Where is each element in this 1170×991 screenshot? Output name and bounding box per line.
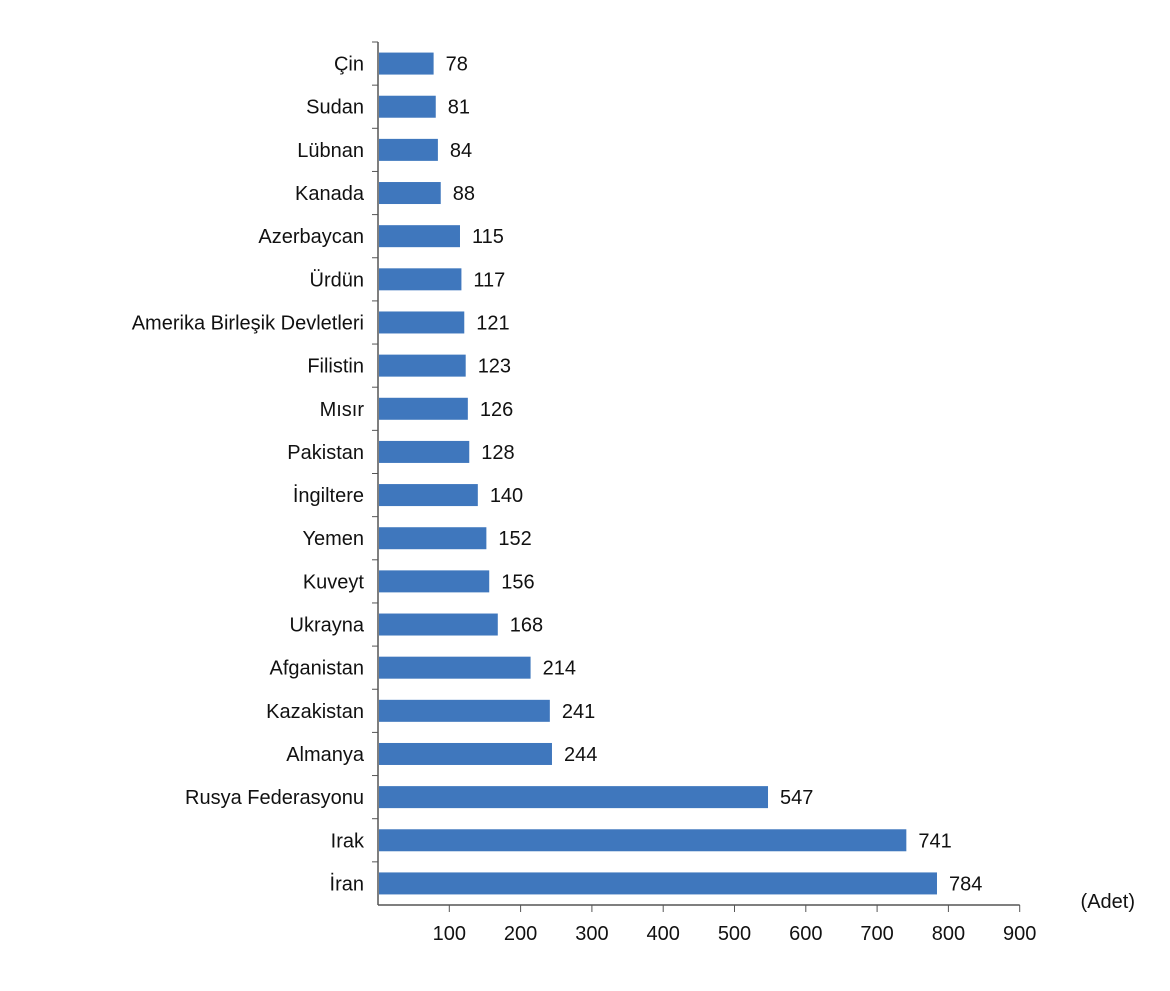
category-label: Almanya bbox=[286, 744, 365, 766]
category-label: Azerbaycan bbox=[258, 226, 364, 248]
bar bbox=[379, 182, 441, 205]
data-label: 168 bbox=[510, 615, 543, 637]
bar bbox=[379, 354, 466, 377]
data-label: 117 bbox=[473, 269, 505, 291]
bar bbox=[379, 872, 937, 895]
x-tick-label: 800 bbox=[932, 923, 965, 945]
data-label: 241 bbox=[562, 701, 595, 723]
category-label: İngiltere bbox=[293, 484, 364, 507]
category-label: İran bbox=[330, 872, 364, 895]
data-label: 121 bbox=[476, 312, 509, 334]
data-label: 784 bbox=[949, 873, 982, 895]
x-tick-label: 400 bbox=[647, 923, 680, 945]
data-label: 140 bbox=[490, 485, 523, 507]
category-label: Çin bbox=[334, 54, 364, 76]
category-label: Afganistan bbox=[269, 658, 364, 680]
bar bbox=[379, 52, 434, 75]
category-label: Kazakistan bbox=[266, 701, 364, 723]
bar bbox=[379, 742, 552, 765]
unit-label: (Adet) bbox=[1081, 891, 1135, 913]
bar bbox=[379, 527, 487, 550]
bar bbox=[379, 484, 478, 507]
category-label: Mısır bbox=[320, 399, 365, 421]
category-label: Ukrayna bbox=[290, 615, 365, 637]
bar bbox=[379, 225, 460, 248]
x-tick-label: 300 bbox=[575, 923, 608, 945]
category-label: Ürdün bbox=[310, 269, 364, 291]
category-label: Filistin bbox=[307, 356, 364, 378]
data-label: 88 bbox=[453, 183, 475, 205]
x-tick-label: 500 bbox=[718, 923, 751, 945]
category-label: Kanada bbox=[295, 183, 365, 205]
data-label: 81 bbox=[448, 97, 470, 119]
data-label: 115 bbox=[472, 226, 504, 248]
category-label: Kuveyt bbox=[303, 571, 365, 593]
bar bbox=[379, 138, 438, 161]
category-label: Lübnan bbox=[297, 140, 364, 162]
data-label: 128 bbox=[481, 442, 514, 464]
category-label: Sudan bbox=[306, 97, 364, 119]
category-label: Amerika Birleşik Devletleri bbox=[132, 312, 364, 334]
bar bbox=[379, 786, 769, 809]
data-label: 78 bbox=[446, 54, 468, 76]
x-tick-label: 700 bbox=[860, 923, 893, 945]
bar bbox=[379, 397, 468, 420]
bar bbox=[379, 311, 465, 334]
axis-layer bbox=[372, 41, 1021, 912]
data-label: 244 bbox=[564, 744, 597, 766]
data-label: 741 bbox=[918, 830, 951, 852]
x-tick-label: 100 bbox=[433, 923, 466, 945]
bars-layer bbox=[379, 52, 937, 895]
bar bbox=[379, 829, 907, 852]
data-label: 84 bbox=[450, 140, 472, 162]
data-label: 547 bbox=[780, 787, 813, 809]
x-tick-label: 900 bbox=[1003, 923, 1036, 945]
data-label: 152 bbox=[498, 528, 531, 550]
x-tick-label: 200 bbox=[504, 923, 537, 945]
bar bbox=[379, 95, 436, 118]
data-label: 126 bbox=[480, 399, 513, 421]
bar bbox=[379, 440, 470, 463]
data-label: 123 bbox=[478, 356, 511, 378]
bar bbox=[379, 699, 550, 722]
bar bbox=[379, 656, 531, 679]
category-label: Irak bbox=[331, 830, 365, 852]
data-label: 156 bbox=[501, 571, 534, 593]
category-label: Yemen bbox=[302, 528, 364, 550]
x-tick-label: 600 bbox=[789, 923, 822, 945]
bar bbox=[379, 570, 490, 593]
bar bbox=[379, 268, 462, 291]
bar bbox=[379, 613, 498, 636]
labels-layer: Çin 78 Sudan 81 Lübnan 84 Kanada 88 Azerbaycan 11… bbox=[132, 54, 1037, 945]
category-label: Pakistan bbox=[287, 442, 364, 464]
category-label: Rusya Federasyonu bbox=[185, 787, 364, 809]
data-label: 214 bbox=[543, 658, 576, 680]
